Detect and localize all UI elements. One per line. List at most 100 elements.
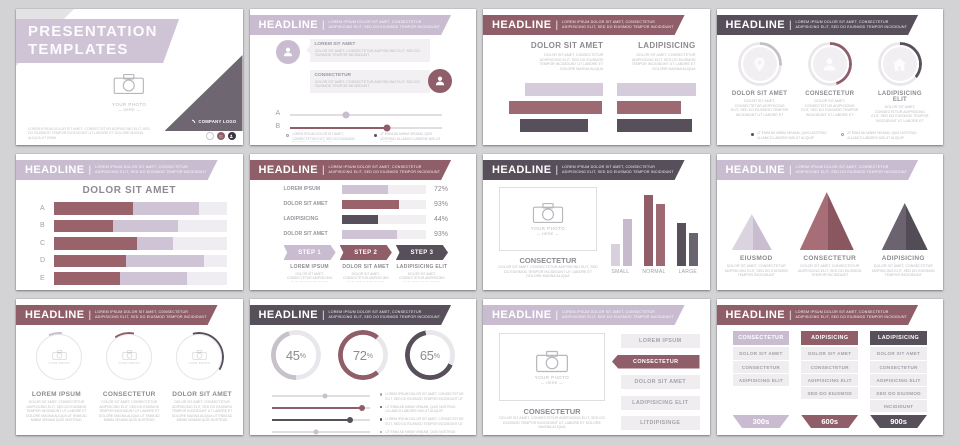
headline-band: HEADLINE | LOREM IPSUM DOLOR SIT AMET, C… — [250, 15, 452, 35]
headline-separator: | — [555, 309, 559, 321]
photo-label: YOUR PHOTO — [534, 374, 570, 380]
headline-text: HEADLINE — [725, 164, 785, 176]
pricing-row: CONSECTETUR — [870, 360, 927, 373]
person-icon — [821, 56, 838, 73]
slider-handle — [313, 429, 319, 435]
photo-label: YOUR PHOTO — [188, 360, 211, 365]
pricing-row: ADIPISICING ELIT — [801, 373, 859, 386]
row-label: A — [40, 204, 45, 212]
ring-inner — [882, 47, 917, 81]
circle-body: YOUR PHOTO — [176, 334, 223, 380]
headline-text: HEADLINE — [725, 19, 785, 31]
slide-bubbles-sliders: HEADLINE | LOREM IPSUM DOLOR SIT AMET, C… — [249, 9, 476, 145]
slide-staggered-bars: HEADLINE | LOREM IPSUM DOLOR SIT AMET, C… — [483, 9, 710, 145]
headline-text: HEADLINE — [25, 164, 85, 176]
step-caption: LADIPISICING ELIT DOLOR SIT AMET, CONSEC… — [396, 264, 448, 282]
bullet-dot — [379, 430, 383, 434]
slider-b-handle — [383, 124, 391, 132]
ring-item-3: LADIPISICING ELIT DOLOR SIT AMET, CONSEC… — [871, 42, 929, 123]
ring-number: 65 — [419, 347, 434, 363]
person-icon — [434, 75, 446, 87]
slide-photo-column-chart: HEADLINE | LOREM IPSUM DOLOR SIT AMET, C… — [483, 154, 710, 290]
bar-group — [509, 83, 604, 132]
slider-handle — [346, 416, 353, 423]
headline-text: HEADLINE — [258, 19, 318, 31]
footnote-dot — [373, 133, 377, 137]
headline-text: HEADLINE — [258, 164, 318, 176]
column-rows: DOLOR SIT AMET CONSECTETUR ADIPISICING E… — [732, 347, 790, 386]
pyramid-title: CONSECTETUR — [803, 255, 857, 262]
photo-placeholder: YOUR PHOTO — HERE — — [112, 73, 146, 112]
title-band: PRESENTATION TEMPLATES — [16, 19, 179, 63]
social-person-icon — [227, 132, 236, 140]
bar-track — [54, 272, 227, 285]
footnote-2: UT ENIM AD MINIM VENIAM, QUIS NOSTRUD UL… — [840, 131, 919, 140]
camera-icon — [535, 350, 569, 373]
column-text: DOLOR SIT AMET, CONSECTETUR ADIPISICING … — [539, 53, 604, 71]
progress-label: DOLOR SIT AMET — [283, 201, 328, 208]
column-title: DOLOR SIT AMET — [530, 41, 604, 50]
pyramids — [717, 188, 944, 250]
item-text: DOLOR SIT AMET, CONSECTETUR ADIPISICING … — [871, 105, 929, 123]
step-title: DOLOR SIT AMET — [342, 264, 390, 270]
footer-text: LOREM IPSUM DOLOR SIT AMET, CONSECTETUR … — [28, 126, 151, 140]
headline-separator: | — [788, 309, 792, 321]
pyramid-dark — [881, 203, 928, 250]
photo-circle-2: YOUR PHOTO — [104, 332, 155, 382]
footnote-text: UT ENIM AD MINIM VENIAM, QUIS NOSTRUD UL… — [846, 131, 917, 140]
speech-bubble-1: LOREM SIT AMET DOLOR SIT AMET, CONSECTET… — [305, 39, 430, 62]
progress-fill — [341, 200, 399, 209]
step-arrows: STEP 1 STEP 2 STEP 3 — [283, 245, 449, 260]
bar-maroon — [54, 272, 120, 285]
bar-large-2 — [688, 233, 698, 266]
bullet-text: LOREM IPSUM DOLOR SIT AMET, CONSECTETUR … — [385, 392, 464, 401]
subtitle-line2: ADIPISICING ELIT, SED DO EIUSMOD TEMPOR … — [95, 315, 207, 319]
caption-text: DOLOR SIT AMET, CONSECTETUR ADIPISICING … — [98, 400, 160, 422]
ring-number: 45 — [285, 347, 300, 363]
percent-sign: % — [433, 353, 440, 360]
subtitle-line1: LOREM IPSUM DOLOR SIT AMET, CONSECTETUR — [95, 165, 189, 170]
row-label: B — [40, 222, 45, 230]
ring-arc — [404, 330, 455, 380]
progress-fill — [341, 215, 378, 224]
bar-small-1 — [610, 243, 620, 266]
headline-subtitle: LOREM IPSUM DOLOR SIT AMET, CONSECTETUR … — [329, 165, 441, 174]
ring-item-2: CONSECTETUR DOLOR SIT AMET, CONSECTETUR … — [801, 42, 859, 123]
subtitle-line2: ADIPISICING ELIT, SED DO EIUSMOD TEMPOR … — [328, 25, 441, 29]
progress-row: DOLOR SIT AMET 93% — [283, 200, 448, 209]
progress-track — [341, 215, 426, 224]
person-glyph-icon — [229, 134, 234, 139]
subtitle-line2: ADIPISICING ELIT, SED DO EIUSMOD TEMPOR … — [95, 170, 207, 174]
bar-normal-1 — [643, 194, 653, 266]
subtitle-line1: LOREM IPSUM DOLOR SIT AMET, CONSECTETUR — [795, 165, 889, 170]
section-text: DOLOR SIT AMET, CONSECTETUR ADIPISICING … — [498, 265, 598, 279]
bar-row: B — [40, 219, 227, 232]
pricing-columns: CONSECTETUR DOLOR SIT AMET CONSECTETUR A… — [732, 331, 928, 428]
camera-icon — [113, 73, 145, 95]
ring-items: DOLOR SIT AMET DOLOR SIT AMET, CONSECTET… — [731, 42, 930, 123]
column-header: CONSECTETUR — [732, 331, 790, 345]
group-labels: SMALL NORMAL LARGE — [611, 269, 698, 275]
slide-pricing-columns: HEADLINE | LOREM IPSUM DOLOR SIT AMET, C… — [716, 299, 943, 435]
subtitle-line2: ADIPISICING ELIT, SED DO EIUSMOD TEMPOR … — [328, 315, 441, 319]
circle-body: YOUR PHOTO — [36, 334, 83, 380]
slider-3 — [271, 416, 370, 423]
column-header: ADIPISICING — [801, 331, 859, 345]
bar-row: E — [40, 272, 227, 285]
headline-text: HEADLINE — [725, 309, 785, 321]
pin-icon — [751, 56, 768, 73]
bullet-dot — [379, 405, 383, 409]
columns: DOLOR SIT AMET DOLOR SIT AMET, CONSECTET… — [509, 41, 696, 132]
progress-fill — [341, 185, 388, 194]
column-2: LADIPISICING DOLOR SIT AMET, CONSECTETUR… — [617, 41, 696, 132]
bullet-item: LOREM IPSUM DOLOR SIT AMET, CONSECTETUR … — [379, 417, 467, 426]
column-chart — [610, 192, 698, 266]
column-1: DOLOR SIT AMET DOLOR SIT AMET, CONSECTET… — [509, 41, 604, 132]
caption-text: DOLOR SIT AMET, CONSECTETUR ADIPISICING … — [171, 400, 233, 422]
bar-maroon — [54, 254, 127, 267]
photo-placeholder: YOUR PHOTO — HERE — — [499, 333, 605, 401]
step-1-arrow: STEP 1 — [283, 245, 336, 260]
headline-separator: | — [321, 164, 325, 176]
menu-list: LOREM IPSUM CONSECTETUR DOLOR SIT AMET L… — [612, 334, 700, 435]
footnote-dot — [840, 132, 844, 136]
